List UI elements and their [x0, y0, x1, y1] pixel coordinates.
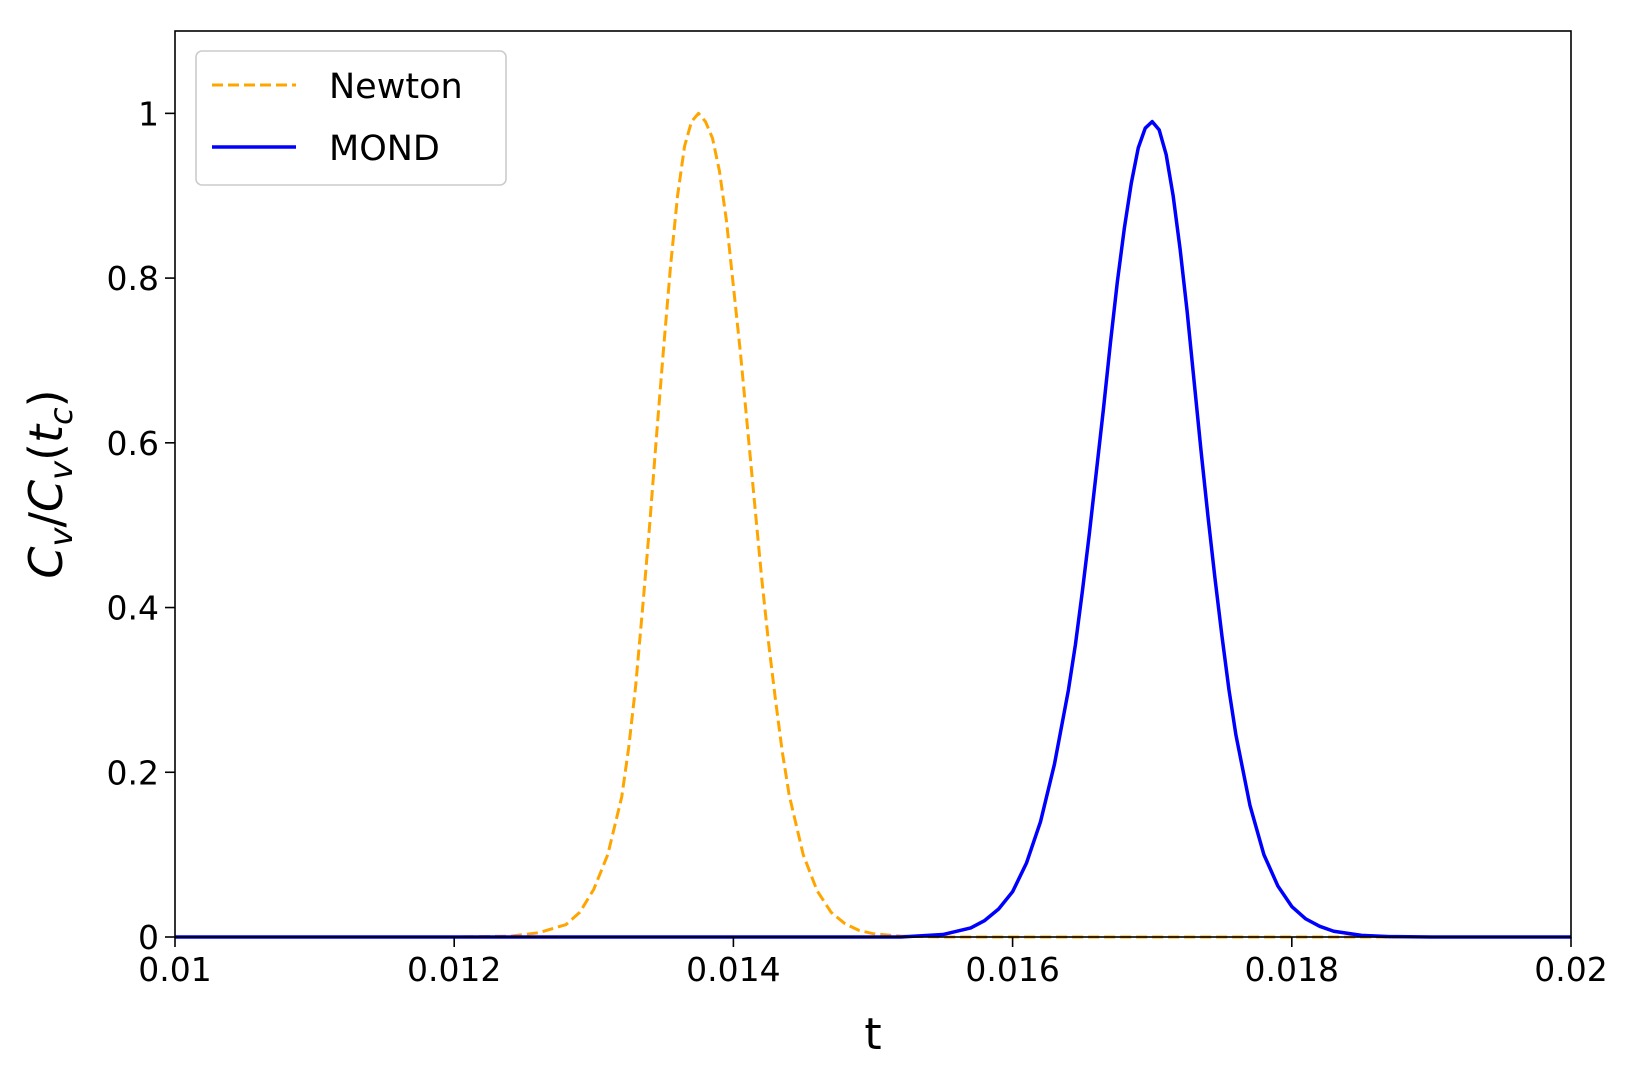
y-label-sub3: c [42, 407, 80, 425]
series-line-mond [175, 119, 1571, 939]
x-tick-label: 0.02 [1534, 950, 1607, 989]
legend-box [195, 50, 507, 186]
plot-frame [174, 30, 1572, 938]
y-tick-label: 0 [138, 918, 159, 957]
legend-label-mond: MOND [329, 129, 440, 169]
y-label-sub1: v [42, 526, 80, 546]
y-label-c1: C [19, 546, 73, 578]
y-tick-label: 0.6 [107, 424, 159, 463]
series-layer [175, 111, 1571, 939]
y-label-c2: C [19, 480, 73, 512]
y-tick-label: 0.2 [107, 753, 159, 792]
series-line-newton [175, 111, 1571, 939]
y-tick-label: 0.4 [107, 589, 159, 628]
y-label-t: t [19, 423, 73, 443]
y-label-open-paren: ( [19, 443, 73, 461]
x-tick-label: 0.016 [965, 950, 1059, 989]
x-tick-label: 0.01 [138, 950, 211, 989]
y-tick-label: 0.8 [107, 259, 159, 298]
legend: Newton MOND [195, 50, 507, 186]
y-label-close-paren: ) [19, 389, 73, 407]
x-axis-label: t [864, 1009, 881, 1060]
y-label-sub2: v [42, 460, 80, 480]
y-label-slash: / [19, 512, 73, 528]
y-axis-label: Cv/Cv(tc) [19, 389, 80, 578]
legend-label-newton: Newton [329, 67, 463, 107]
y-tick-label: 1 [138, 94, 159, 133]
x-tick-label: 0.014 [686, 950, 780, 989]
x-tick-label: 0.012 [407, 950, 501, 989]
x-tick-label: 0.018 [1245, 950, 1339, 989]
ticks-layer: 0.01 0.012 0.014 0.016 0.018 0.02 0 0.2 0.4 0.6 0.… [107, 94, 1608, 989]
